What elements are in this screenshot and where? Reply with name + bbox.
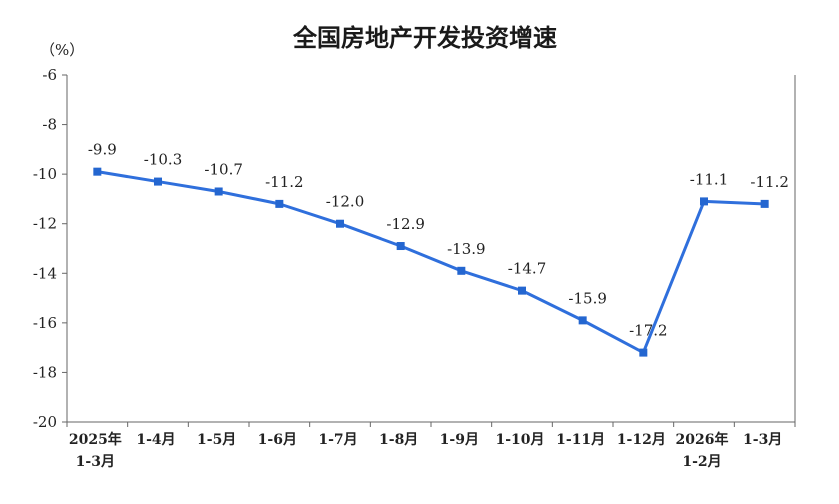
x-tick-label: 2025年 (69, 431, 122, 448)
data-label: -11.2 (750, 173, 788, 191)
data-point (578, 316, 587, 325)
series-layer (93, 167, 769, 357)
data-label: -11.1 (690, 170, 728, 188)
data-point (700, 197, 708, 206)
data-label: -17.2 (629, 322, 667, 340)
y-tick-label: -20 (33, 413, 57, 431)
chart-title: 全国房地产开发投资增速 (292, 24, 557, 52)
data-point (457, 266, 466, 275)
x-tick-label: 1-12月 (617, 432, 666, 448)
y-tick-label: -10 (33, 165, 57, 183)
x-tick-label: 1-3月 (76, 454, 115, 470)
y-tick-label: -18 (33, 363, 57, 381)
x-tick-label: 1-3月 (743, 432, 782, 448)
y-axis-ticks: -6 -8 -10 -12 -14 -16 -18 -20 (33, 66, 67, 431)
series-line (97, 170, 765, 355)
data-label: -12.0 (326, 193, 364, 211)
x-axis-ticks: 2025年 1-3月 1-4月 1-5月 1-6月 1-7月 1-8月 1-9月 1-10月 1-… (66, 422, 796, 470)
x-tick-label: 1-8月 (379, 432, 418, 448)
data-label: -10.3 (144, 151, 182, 169)
data-point (93, 167, 102, 176)
data-point (154, 177, 162, 186)
y-tick-label: -12 (33, 215, 57, 233)
y-axis-unit-label: （%） (40, 41, 84, 59)
data-labels: -9.9 -10.3 -10.7 -11.2 -12.0 -12.9 -13.9 -14.7 -… (88, 141, 789, 340)
y-tick-label: -14 (33, 264, 57, 282)
x-tick-label: 1-9月 (440, 432, 479, 448)
data-point (396, 242, 405, 251)
data-label: -15.9 (568, 289, 606, 307)
data-label: -13.9 (447, 240, 485, 258)
x-tick-label: 1-2月 (682, 454, 721, 470)
x-tick-label: 1-11月 (556, 432, 605, 448)
x-tick-label: 2026年 (676, 431, 729, 448)
data-label: -12.9 (386, 215, 424, 233)
data-label: -9.9 (88, 141, 117, 159)
data-point (336, 219, 344, 228)
x-tick-label: 1-10月 (495, 432, 544, 448)
data-point (639, 348, 648, 357)
data-point (275, 199, 284, 208)
data-point (518, 286, 526, 295)
y-tick-label: -6 (42, 66, 57, 84)
x-tick-label: 1-7月 (318, 432, 357, 448)
data-point (214, 187, 223, 196)
data-label: -11.2 (265, 173, 303, 191)
x-tick-label: 1-5月 (197, 432, 236, 448)
data-label: -10.7 (204, 160, 242, 178)
y-tick-label: -8 (42, 116, 57, 134)
y-tick-label: -16 (33, 314, 57, 332)
x-tick-label: 1-6月 (258, 432, 297, 448)
data-point (760, 199, 769, 208)
data-label: -14.7 (508, 260, 546, 278)
x-tick-label: 1-4月 (136, 432, 175, 448)
